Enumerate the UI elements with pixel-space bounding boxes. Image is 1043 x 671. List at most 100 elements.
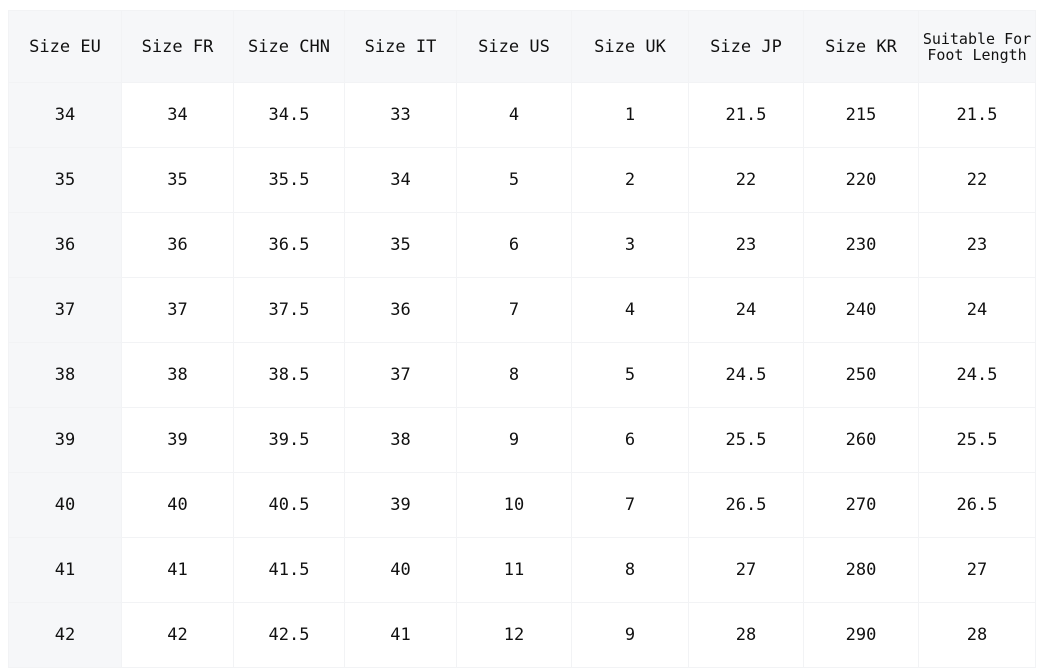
column-header: Size CHN xyxy=(233,10,345,83)
table-cell: 34 xyxy=(8,82,122,148)
table-cell: 36 xyxy=(344,277,457,343)
table-cell: 24 xyxy=(688,277,804,343)
table-row: 37 37 37.5 36 7 4 24 240 24 xyxy=(8,277,1036,343)
table-cell: 23 xyxy=(918,212,1036,278)
table-cell: 24.5 xyxy=(918,342,1036,408)
table-cell: 22 xyxy=(688,147,804,213)
table-cell: 37 xyxy=(121,277,234,343)
table-cell: 9 xyxy=(456,407,572,473)
size-chart-table: Size EU Size FR Size CHN Size IT Size US Size… xyxy=(8,10,1036,668)
table-cell: 28 xyxy=(918,602,1036,668)
table-cell: 35 xyxy=(344,212,457,278)
table-cell: 260 xyxy=(803,407,919,473)
table-cell: 24.5 xyxy=(688,342,804,408)
table-cell: 9 xyxy=(571,602,689,668)
table-cell: 42 xyxy=(121,602,234,668)
table-cell: 35 xyxy=(121,147,234,213)
table-cell: 34 xyxy=(344,147,457,213)
table-row: 42 42 42.5 41 12 9 28 290 28 xyxy=(8,602,1036,668)
table-row: 36 36 36.5 35 6 3 23 230 23 xyxy=(8,212,1036,278)
table-cell: 40 xyxy=(121,472,234,538)
table-cell: 40 xyxy=(8,472,122,538)
table-cell: 36 xyxy=(8,212,122,278)
table-cell: 27 xyxy=(918,537,1036,603)
table-cell: 37.5 xyxy=(233,277,345,343)
table-cell: 34.5 xyxy=(233,82,345,148)
table-cell: 240 xyxy=(803,277,919,343)
table-cell: 7 xyxy=(456,277,572,343)
table-cell: 34 xyxy=(121,82,234,148)
table-cell: 27 xyxy=(688,537,804,603)
table-cell: 28 xyxy=(688,602,804,668)
table-cell: 8 xyxy=(456,342,572,408)
header-row: Size EU Size FR Size CHN Size IT Size US Size… xyxy=(8,10,1036,83)
table-cell: 220 xyxy=(803,147,919,213)
table-row: 40 40 40.5 39 10 7 26.5 270 26.5 xyxy=(8,472,1036,538)
table-cell: 6 xyxy=(456,212,572,278)
table-cell: 21.5 xyxy=(688,82,804,148)
column-header: Size UK xyxy=(571,10,689,83)
table-cell: 24 xyxy=(918,277,1036,343)
table-cell: 39 xyxy=(344,472,457,538)
table-cell: 41 xyxy=(121,537,234,603)
table-cell: 5 xyxy=(571,342,689,408)
table-cell: 3 xyxy=(571,212,689,278)
table-cell: 270 xyxy=(803,472,919,538)
table-cell: 4 xyxy=(456,82,572,148)
table-cell: 33 xyxy=(344,82,457,148)
table-cell: 230 xyxy=(803,212,919,278)
table-cell: 12 xyxy=(456,602,572,668)
table-cell: 1 xyxy=(571,82,689,148)
table-row: 34 34 34.5 33 4 1 21.5 215 21.5 xyxy=(8,82,1036,148)
column-header: Suitable For Foot Length xyxy=(918,10,1036,83)
table-cell: 38.5 xyxy=(233,342,345,408)
table-cell: 4 xyxy=(571,277,689,343)
table-cell: 10 xyxy=(456,472,572,538)
column-header: Size EU xyxy=(8,10,122,83)
table-cell: 25.5 xyxy=(918,407,1036,473)
table-cell: 41.5 xyxy=(233,537,345,603)
table-cell: 39 xyxy=(8,407,122,473)
table-row: 38 38 38.5 37 8 5 24.5 250 24.5 xyxy=(8,342,1036,408)
table-cell: 35 xyxy=(8,147,122,213)
column-header: Size US xyxy=(456,10,572,83)
table-cell: 37 xyxy=(344,342,457,408)
table-cell: 7 xyxy=(571,472,689,538)
column-header: Size JP xyxy=(688,10,804,83)
table-row: 39 39 39.5 38 9 6 25.5 260 25.5 xyxy=(8,407,1036,473)
table-cell: 40 xyxy=(344,537,457,603)
table-row: 41 41 41.5 40 11 8 27 280 27 xyxy=(8,537,1036,603)
column-header: Size IT xyxy=(344,10,457,83)
table-cell: 21.5 xyxy=(918,82,1036,148)
table-cell: 37 xyxy=(8,277,122,343)
table-cell: 41 xyxy=(344,602,457,668)
table-cell: 38 xyxy=(8,342,122,408)
table-cell: 2 xyxy=(571,147,689,213)
table-cell: 6 xyxy=(571,407,689,473)
table-cell: 38 xyxy=(344,407,457,473)
table-cell: 25.5 xyxy=(688,407,804,473)
table-cell: 42 xyxy=(8,602,122,668)
table-cell: 215 xyxy=(803,82,919,148)
table-cell: 280 xyxy=(803,537,919,603)
table-cell: 40.5 xyxy=(233,472,345,538)
column-header: Size KR xyxy=(803,10,919,83)
table-cell: 35.5 xyxy=(233,147,345,213)
table-cell: 5 xyxy=(456,147,572,213)
table-cell: 26.5 xyxy=(688,472,804,538)
table-cell: 41 xyxy=(8,537,122,603)
table-cell: 250 xyxy=(803,342,919,408)
table-cell: 38 xyxy=(121,342,234,408)
table-cell: 290 xyxy=(803,602,919,668)
table-cell: 23 xyxy=(688,212,804,278)
table-cell: 36 xyxy=(121,212,234,278)
table-cell: 39.5 xyxy=(233,407,345,473)
table-cell: 36.5 xyxy=(233,212,345,278)
table-cell: 11 xyxy=(456,537,572,603)
column-header: Size FR xyxy=(121,10,234,83)
table-cell: 8 xyxy=(571,537,689,603)
table-cell: 22 xyxy=(918,147,1036,213)
table-cell: 42.5 xyxy=(233,602,345,668)
table-cell: 26.5 xyxy=(918,472,1036,538)
table-row: 35 35 35.5 34 5 2 22 220 22 xyxy=(8,147,1036,213)
